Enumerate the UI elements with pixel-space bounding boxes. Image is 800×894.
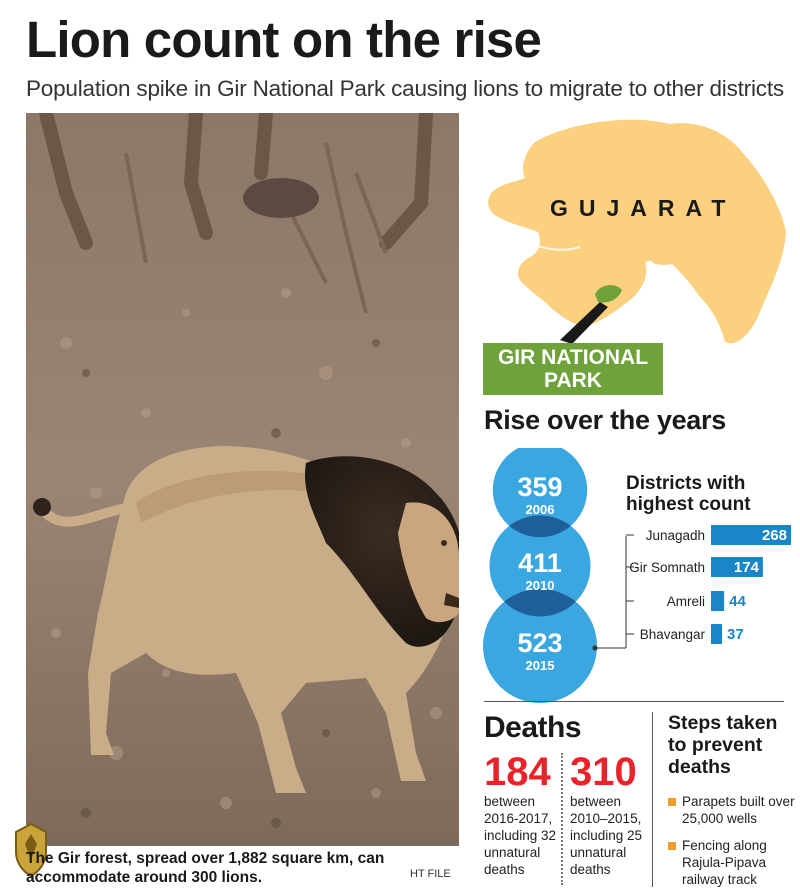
photo-credit: HT FILE — [410, 868, 451, 880]
deaths-separator — [561, 753, 563, 885]
bubble-2010 — [489, 515, 591, 617]
district-label-2: Amreli — [667, 594, 705, 609]
bubble-2015 — [483, 589, 597, 703]
bubble-value-2015: 523 — [517, 628, 562, 658]
bubble-year-2006: 2006 — [526, 502, 555, 517]
bubble-value-2006: 359 — [517, 472, 562, 502]
bubble-year-2010: 2010 — [526, 578, 555, 593]
district-bar-3 — [711, 624, 723, 644]
district-bar-1 — [711, 557, 763, 577]
step-item-1: Parapets built over 25,000 wells — [668, 793, 796, 827]
connector-dot — [592, 645, 598, 651]
district-value-3: 37 — [727, 626, 744, 643]
deaths-text-1: between 2016-2017, including 32 unnatura… — [484, 794, 557, 877]
step-text-2: Fencing along Rajula-Pipava railway trac… — [682, 838, 767, 887]
district-bar-0 — [711, 525, 791, 545]
page-title: Lion count on the rise — [26, 11, 542, 68]
bullet-icon — [668, 798, 676, 806]
lion-photo — [26, 113, 459, 846]
rise-title: Rise over the years — [484, 405, 726, 435]
deaths-text-2: between 2010–2015, including 25 unnatura… — [570, 794, 643, 877]
step-text-1: Parapets built over 25,000 wells — [682, 794, 795, 826]
district-value-0: 268 — [762, 527, 787, 544]
bullet-icon — [668, 842, 676, 850]
district-value-2: 44 — [729, 593, 746, 610]
page-subtitle: Population spike in Gir National Park ca… — [26, 76, 784, 101]
bubble-2006 — [492, 448, 588, 538]
deaths-title: Deaths — [484, 711, 582, 744]
step-item-2: Fencing along Rajula-Pipava railway trac… — [668, 837, 796, 888]
district-bar-2 — [711, 591, 725, 611]
gujarat-map: GUJARAT — [480, 112, 790, 357]
bubble-overlap-1 — [509, 515, 571, 538]
bubble-overlap-2 — [504, 589, 576, 617]
district-label-3: Bhavangar — [640, 627, 706, 642]
deaths-number-1: 184 — [484, 750, 551, 794]
bubble-value-2010: 411 — [518, 548, 562, 578]
section-divider — [484, 701, 784, 702]
gir-park-label: GIR NATIONAL PARK — [483, 343, 663, 395]
deaths-number-2: 310 — [570, 750, 637, 794]
watermark-emblem — [6, 820, 56, 885]
districts-title: Districts with highest count — [626, 473, 751, 515]
district-label-1: Gir Somnath — [629, 560, 705, 575]
steps-title: Steps taken to prevent deaths — [668, 712, 778, 778]
column-divider — [652, 712, 653, 887]
map-state-label: GUJARAT — [550, 195, 736, 221]
photo-caption: The Gir forest, spread over 1,882 square… — [26, 850, 385, 886]
district-label-0: Junagadh — [646, 528, 705, 543]
bubble-year-2015: 2015 — [526, 658, 555, 673]
district-value-1: 174 — [734, 559, 760, 576]
